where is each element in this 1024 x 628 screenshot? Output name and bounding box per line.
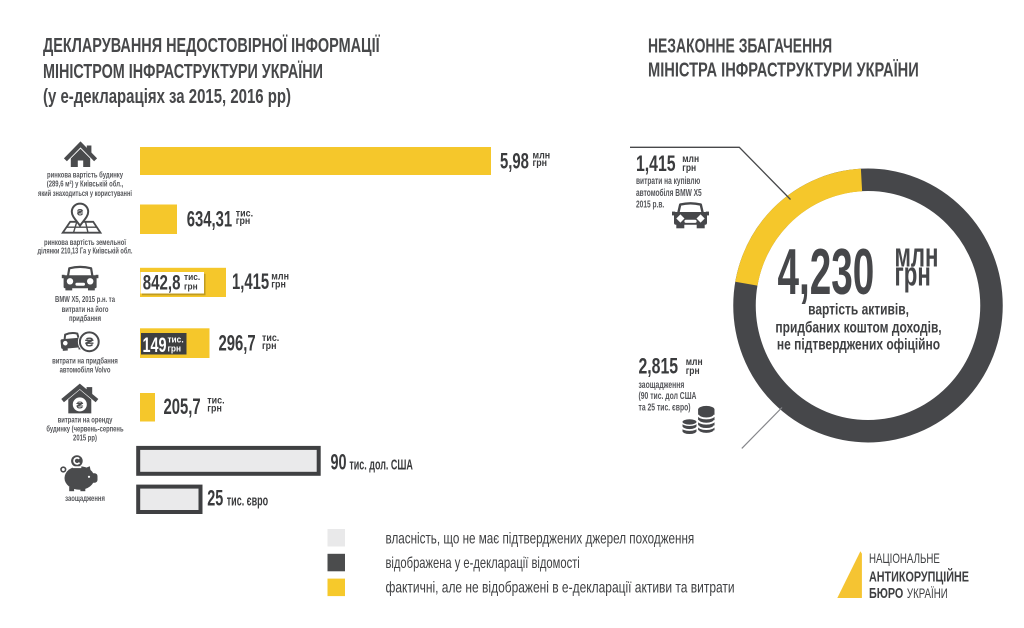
svg-text:634,31: 634,31 xyxy=(187,208,233,233)
svg-text:млн: млн xyxy=(271,271,289,283)
svg-text:АНТИКОРУПЦІЙНЕ: АНТИКОРУПЦІЙНЕ xyxy=(869,568,969,585)
svg-text:витрати на придбання: витрати на придбання xyxy=(52,357,118,366)
svg-text:млн: млн xyxy=(533,150,551,162)
svg-text:25: 25 xyxy=(207,486,223,511)
svg-text:грн: грн xyxy=(682,162,696,173)
svg-text:автомобіля BMW X5: автомобіля BMW X5 xyxy=(636,186,702,198)
svg-text:грн: грн xyxy=(184,281,198,292)
svg-text:придбаних коштом доходів,: придбаних коштом доходів, xyxy=(775,318,941,336)
svg-text:БЮРО: БЮРО xyxy=(869,584,903,601)
svg-text:НАЦІОНАЛЬНЕ: НАЦІОНАЛЬНЕ xyxy=(869,552,940,567)
svg-text:₴: ₴ xyxy=(85,335,94,350)
svg-text:придбання: придбання xyxy=(69,314,101,323)
svg-text:грн: грн xyxy=(207,403,222,415)
svg-text:90: 90 xyxy=(330,451,346,476)
svg-text:грн: грн xyxy=(894,256,930,294)
svg-text:заощадження: заощадження xyxy=(639,378,685,390)
svg-text:тис.: тис. xyxy=(236,208,254,220)
svg-text:фактичні, але не відображені в: фактичні, але не відображені в е-деклара… xyxy=(386,578,735,596)
svg-text:205,7: 205,7 xyxy=(163,395,200,420)
svg-text:ділянки 210,13 Га у Київській: ділянки 210,13 Га у Київській обл. xyxy=(38,247,133,256)
svg-text:4,230: 4,230 xyxy=(777,237,874,309)
svg-text:будинку (червень-серпень: будинку (червень-серпень xyxy=(46,425,124,434)
svg-text:та 25 тис. євро): та 25 тис. євро) xyxy=(639,401,691,413)
svg-text:заощадження: заощадження xyxy=(65,495,105,503)
svg-text:МІНІСТРА ІНФРАСТРУКТУРИ УКРАЇН: МІНІСТРА ІНФРАСТРУКТУРИ УКРАЇНИ xyxy=(648,58,919,81)
svg-text:2015 рр): 2015 рр) xyxy=(73,435,97,443)
svg-text:витрати на купівлю: витрати на купівлю xyxy=(636,175,700,187)
svg-text:млн: млн xyxy=(686,356,703,367)
svg-text:(у е-деклараціях за 2015, 2016: (у е-деклараціях за 2015, 2016 рр) xyxy=(43,85,291,108)
svg-text:витрати на його: витрати на його xyxy=(62,305,109,314)
svg-text:тис. дол. США: тис. дол. США xyxy=(349,456,413,473)
svg-text:ринкова вартість будинку: ринкова вартість будинку xyxy=(47,171,123,180)
svg-text:який знаходиться у користуванн: який знаходиться у користуванні xyxy=(38,189,132,198)
svg-text:BMW X5, 2015 р.н. та: BMW X5, 2015 р.н. та xyxy=(55,296,115,304)
svg-text:2015 р.в.: 2015 р.в. xyxy=(636,198,664,210)
svg-text:грн: грн xyxy=(686,365,700,376)
svg-text:тис.: тис. xyxy=(262,332,280,344)
svg-text:грн: грн xyxy=(236,215,251,227)
svg-text:вартість активів,: вартість активів, xyxy=(808,300,909,318)
svg-text:МІНІСТРОМ ІНФРАСТРУКТУРИ УКРАЇ: МІНІСТРОМ ІНФРАСТРУКТУРИ УКРАЇНИ xyxy=(43,59,323,82)
svg-text:(289,6 м²) у Київській обл.,: (289,6 м²) у Київській обл., xyxy=(47,180,124,189)
svg-text:відображена у е-декларації від: відображена у е-декларації відомості xyxy=(385,553,579,572)
svg-text:1,415: 1,415 xyxy=(636,153,676,177)
svg-text:млн: млн xyxy=(894,237,938,275)
svg-text:149: 149 xyxy=(143,332,167,357)
svg-text:витрати на оренду: витрати на оренду xyxy=(58,417,113,425)
svg-text:автомобіля Volvo: автомобіля Volvo xyxy=(60,366,111,375)
svg-text:1,415: 1,415 xyxy=(232,270,269,295)
svg-text:ДЕКЛАРУВАННЯ НЕДОСТОВІРНОЇ ІНФ: ДЕКЛАРУВАННЯ НЕДОСТОВІРНОЇ ІНФОРМАЦІЇ xyxy=(43,34,380,57)
svg-text:власність, що не має підтвердж: власність, що не має підтверджених джере… xyxy=(386,529,695,547)
svg-text:5,98: 5,98 xyxy=(500,150,529,175)
svg-text:296,7: 296,7 xyxy=(219,332,256,357)
svg-text:тис.: тис. xyxy=(167,334,183,345)
svg-text:грн: грн xyxy=(167,343,181,354)
svg-text:грн: грн xyxy=(262,340,277,352)
svg-text:грн: грн xyxy=(533,157,548,169)
svg-text:УКРАЇНИ: УКРАЇНИ xyxy=(907,586,948,601)
svg-text:тис. євро: тис. євро xyxy=(227,492,268,509)
svg-text:₴: ₴ xyxy=(77,207,84,218)
svg-text:(90 тис. дол США: (90 тис. дол США xyxy=(639,390,697,402)
svg-text:млн: млн xyxy=(682,153,699,164)
svg-text:тис.: тис. xyxy=(184,272,200,283)
svg-text:842,8: 842,8 xyxy=(143,270,181,294)
svg-text:тис.: тис. xyxy=(207,395,225,407)
svg-text:не підтверджених офіційно: не підтверджених офіційно xyxy=(777,335,940,353)
svg-text:ринкова вартість земельної: ринкова вартість земельної xyxy=(44,238,127,247)
svg-text:грн: грн xyxy=(271,279,286,291)
svg-text:₴: ₴ xyxy=(76,399,83,411)
svg-text:2,815: 2,815 xyxy=(638,355,678,379)
svg-text:НЕЗАКОННЕ ЗБАГАЧЕННЯ: НЕЗАКОННЕ ЗБАГАЧЕННЯ xyxy=(648,34,832,57)
